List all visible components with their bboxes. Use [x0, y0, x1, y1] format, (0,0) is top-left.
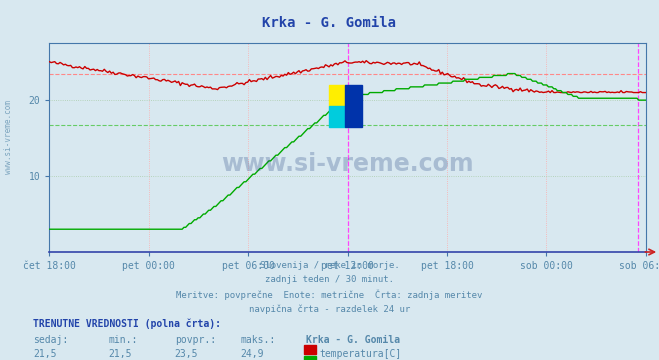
- Text: min.:: min.:: [109, 335, 138, 345]
- Text: Slovenija / reke in morje.: Slovenija / reke in morje.: [260, 261, 399, 270]
- Text: zadnji teden / 30 minut.: zadnji teden / 30 minut.: [265, 275, 394, 284]
- Text: Krka - G. Gomila: Krka - G. Gomila: [262, 16, 397, 30]
- Text: Meritve: povprečne  Enote: metrične  Črta: zadnja meritev: Meritve: povprečne Enote: metrične Črta:…: [177, 290, 482, 300]
- Text: Krka - G. Gomila: Krka - G. Gomila: [306, 335, 401, 345]
- Bar: [329, 85, 345, 106]
- Text: navpična črta - razdelek 24 ur: navpična črta - razdelek 24 ur: [249, 304, 410, 314]
- Text: temperatura[C]: temperatura[C]: [320, 349, 402, 359]
- Text: 21,5: 21,5: [109, 349, 132, 359]
- Text: www.si-vreme.com: www.si-vreme.com: [221, 152, 474, 176]
- Bar: [329, 106, 345, 127]
- Text: 21,5: 21,5: [33, 349, 57, 359]
- Text: 24,9: 24,9: [241, 349, 264, 359]
- Text: www.si-vreme.com: www.si-vreme.com: [4, 100, 13, 174]
- Text: povpr.:: povpr.:: [175, 335, 215, 345]
- Bar: [345, 85, 362, 127]
- Text: sedaj:: sedaj:: [33, 335, 68, 345]
- Text: 23,5: 23,5: [175, 349, 198, 359]
- Text: TRENUTNE VREDNOSTI (polna črta):: TRENUTNE VREDNOSTI (polna črta):: [33, 319, 221, 329]
- Text: maks.:: maks.:: [241, 335, 275, 345]
